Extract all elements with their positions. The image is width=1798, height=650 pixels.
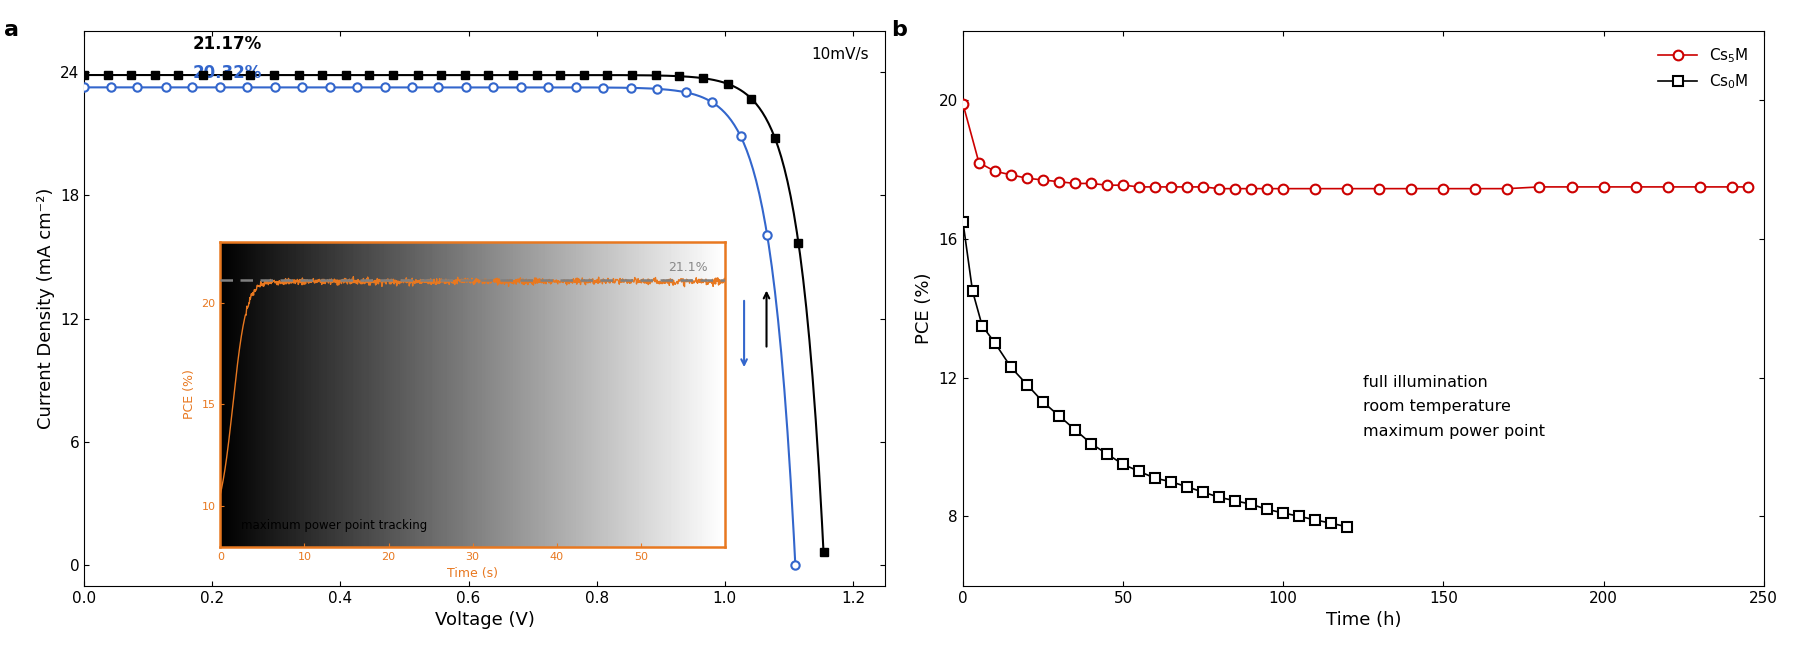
X-axis label: Voltage (V): Voltage (V) (435, 611, 534, 629)
Text: b: b (890, 20, 906, 40)
Text: 21.17%: 21.17% (192, 35, 263, 53)
Text: 20.32%: 20.32% (192, 64, 263, 82)
Text: full illumination
room temperature
maximum power point: full illumination room temperature maxim… (1363, 375, 1544, 439)
X-axis label: Time (h): Time (h) (1325, 611, 1401, 629)
Legend: Cs$_5$M, Cs$_0$M: Cs$_5$M, Cs$_0$M (1651, 38, 1755, 99)
Text: 10mV/s: 10mV/s (811, 47, 868, 62)
Y-axis label: PCE (%): PCE (%) (915, 272, 933, 344)
Text: a: a (4, 20, 20, 40)
Y-axis label: Current Density (mA cm⁻²): Current Density (mA cm⁻²) (36, 188, 54, 429)
